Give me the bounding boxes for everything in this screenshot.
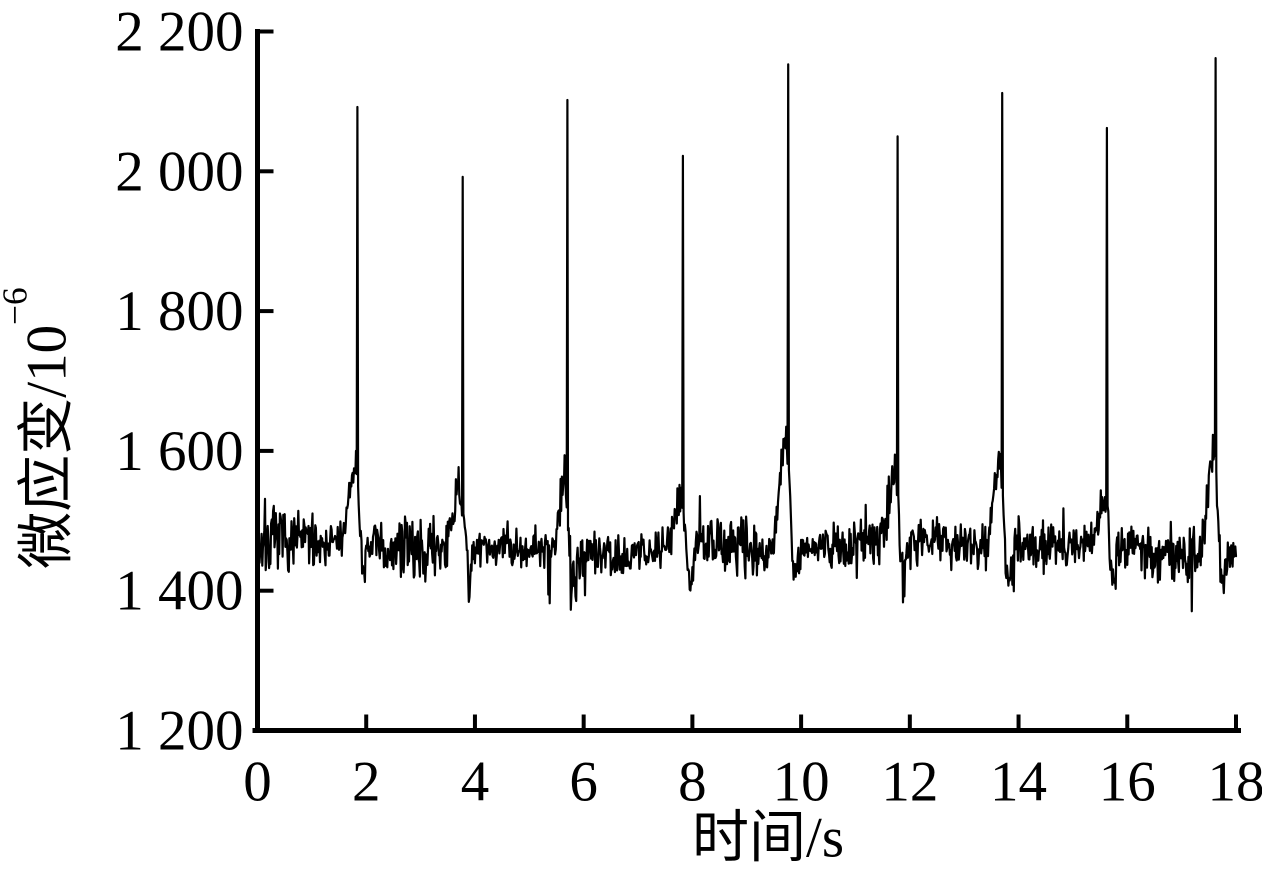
y-axis-title-text: 微应变/10: [15, 324, 79, 569]
y-tick-label: 2 200: [115, 1, 243, 64]
x-tick-label: 16: [1099, 751, 1156, 814]
x-axis-title: 时间/s: [691, 806, 845, 870]
x-tick-label: 2: [352, 751, 381, 814]
y-axis-title: 微应变/10−6: [0, 287, 79, 569]
x-tick-label: 10: [773, 751, 830, 814]
x-tick-label: 8: [678, 751, 707, 814]
y-tick-label: 1 200: [115, 700, 243, 763]
x-tick-label: 6: [569, 751, 598, 814]
y-tick-label: 1 600: [115, 420, 243, 483]
x-tick-label: 18: [1208, 751, 1262, 814]
x-tick-label: 14: [990, 751, 1047, 814]
strain-signal-line: [256, 57, 1238, 613]
x-tick-label: 4: [461, 751, 490, 814]
y-tick-label: 2 000: [115, 140, 243, 203]
x-tick-label: 0: [243, 751, 272, 814]
x-tick-label: 12: [881, 751, 938, 814]
y-tick-label: 1 400: [115, 560, 243, 623]
y-tick-label: 1 800: [115, 280, 243, 343]
y-axis-title-exponent: −6: [0, 287, 35, 325]
